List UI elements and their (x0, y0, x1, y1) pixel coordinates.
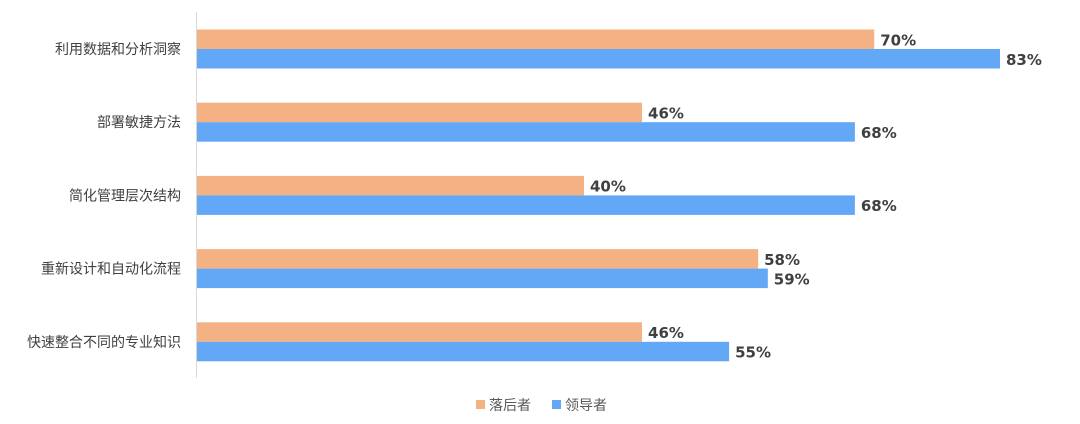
bar-leader (197, 195, 855, 215)
bar-laggard (197, 322, 643, 342)
data-label: 83% (1006, 51, 1042, 69)
category-label: 快速整合不同的专业知识 (27, 334, 181, 351)
bar-leader (197, 49, 1000, 69)
bar-laggard (197, 102, 643, 123)
data-label: 70% (880, 31, 916, 49)
legend-swatch (476, 400, 485, 409)
bar-laggard (197, 29, 875, 49)
category-label: 简化管理层次结构 (69, 187, 181, 204)
data-label: 59% (774, 270, 810, 288)
bar-leader (197, 341, 730, 362)
legend-swatch (552, 400, 561, 409)
data-label: 68% (861, 124, 897, 142)
legend-label: 落后者 (489, 398, 531, 414)
data-label: 46% (648, 324, 684, 342)
data-label: 58% (764, 251, 800, 269)
bar-leader (197, 122, 855, 142)
category-label: 重新设计和自动化流程 (41, 262, 181, 278)
data-label: 55% (735, 344, 771, 362)
bar-leader (197, 268, 768, 289)
data-label: 40% (590, 178, 626, 196)
category-label: 部署敏捷方法 (97, 115, 181, 131)
category-label: 利用数据和分析洞察 (55, 41, 181, 58)
legend-label: 领导者 (565, 398, 607, 414)
data-label: 68% (861, 197, 897, 215)
data-label: 46% (648, 104, 684, 122)
bar-laggard (197, 175, 584, 196)
legend: 落后者 领导者 (476, 398, 607, 414)
bar-laggard (197, 249, 759, 269)
